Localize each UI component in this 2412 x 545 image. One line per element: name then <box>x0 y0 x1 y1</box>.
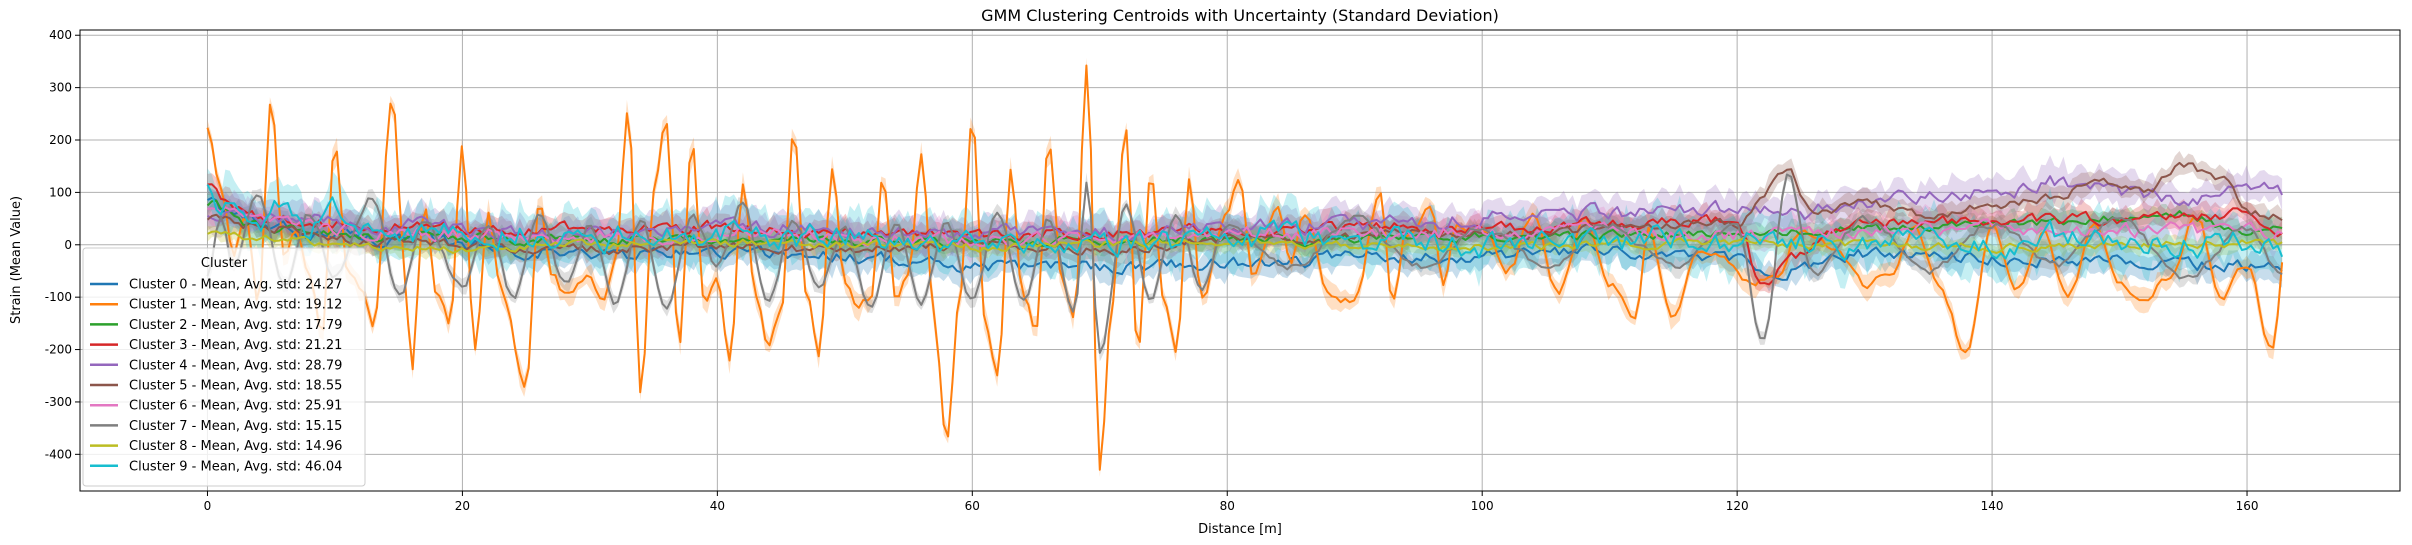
chart-title: GMM Clustering Centroids with Uncertaint… <box>981 6 1499 25</box>
x-tick-label: 80 <box>1220 499 1235 513</box>
legend-entry-0: Cluster 0 - Mean, Avg. std: 24.27 <box>129 278 342 293</box>
legend-entry-3: Cluster 3 - Mean, Avg. std: 21.21 <box>129 338 342 353</box>
legend-entry-7: Cluster 7 - Mean, Avg. std: 15.15 <box>129 419 342 434</box>
axis-ticks: 0 20 40 60 80 100 120 140 160 -400 -300 -200 -100 0 10… <box>45 28 2259 513</box>
y-tick-label: -400 <box>45 447 72 461</box>
legend-entry-5: Cluster 5 - Mean, Avg. std: 18.55 <box>129 379 342 394</box>
x-tick-label: 120 <box>1726 499 1749 513</box>
y-tick-label: 100 <box>49 185 72 199</box>
legend-entry-2: Cluster 2 - Mean, Avg. std: 17.79 <box>129 318 342 333</box>
x-tick-label: 20 <box>455 499 470 513</box>
plot-frame <box>79 29 2401 492</box>
x-tick-label: 100 <box>1471 499 1494 513</box>
x-tick-label: 40 <box>710 499 725 513</box>
series-line-9 <box>206 184 2284 262</box>
legend-entry-9: Cluster 9 - Mean, Avg. std: 46.04 <box>129 459 342 474</box>
legend-title: Cluster <box>201 256 248 271</box>
x-tick-label: 140 <box>1981 499 2004 513</box>
x-axis-label: Distance [m] <box>1198 522 1282 537</box>
legend: Cluster Cluster 0 - Mean, Avg. std: 24.2… <box>82 247 366 487</box>
y-tick-label: 0 <box>64 238 72 252</box>
y-axis-label: Strain (Mean Value) <box>9 196 24 324</box>
series-line-7 <box>206 173 2283 354</box>
legend-entries: Cluster 0 - Mean, Avg. std: 24.27 Cluster… <box>90 278 342 474</box>
y-tick-label: 400 <box>49 28 72 42</box>
series-lines <box>206 64 2284 471</box>
x-tick-label: 160 <box>2236 499 2259 513</box>
legend-entry-6: Cluster 6 - Mean, Avg. std: 25.91 <box>129 399 342 414</box>
x-tick-label: 0 <box>204 499 212 513</box>
uncertainty-band-8 <box>207 222 2283 263</box>
grid-layer <box>80 30 2400 491</box>
uncertainty-band-0 <box>207 186 2283 292</box>
y-tick-label: -300 <box>45 395 72 409</box>
legend-entry-1: Cluster 1 - Mean, Avg. std: 19.12 <box>129 298 342 313</box>
y-tick-label: -100 <box>45 290 72 304</box>
x-tick-label: 60 <box>965 499 980 513</box>
series-line-1 <box>206 64 2284 471</box>
uncertainty-band-5 <box>207 151 2283 269</box>
legend-entry-4: Cluster 4 - Mean, Avg. std: 28.79 <box>129 358 342 373</box>
y-tick-label: 200 <box>49 133 72 147</box>
y-tick-label: -200 <box>45 343 72 357</box>
legend-box <box>82 247 366 487</box>
legend-entry-8: Cluster 8 - Mean, Avg. std: 14.96 <box>129 439 342 454</box>
y-tick-label: 300 <box>49 81 72 95</box>
